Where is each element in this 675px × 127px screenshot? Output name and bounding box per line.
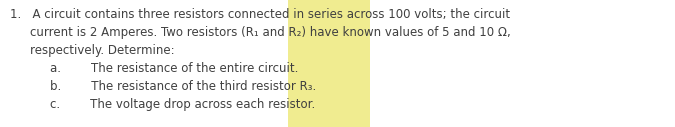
Text: a.        The resistance of the entire circuit.: a. The resistance of the entire circuit.: [50, 62, 298, 75]
Text: 1.   A circuit contains three resistors connected in series across 100 volts; th: 1. A circuit contains three resistors co…: [10, 8, 510, 21]
Text: b.        The resistance of the third resistor R₃.: b. The resistance of the third resistor …: [50, 80, 317, 93]
Text: current is 2 Amperes. Two resistors (R₁ and R₂) have known values of 5 and 10 Ω,: current is 2 Amperes. Two resistors (R₁ …: [30, 26, 511, 39]
Bar: [288, 0, 370, 127]
Text: c.        The voltage drop across each resistor.: c. The voltage drop across each resistor…: [50, 98, 315, 111]
Text: respectively. Determine:: respectively. Determine:: [30, 44, 175, 57]
